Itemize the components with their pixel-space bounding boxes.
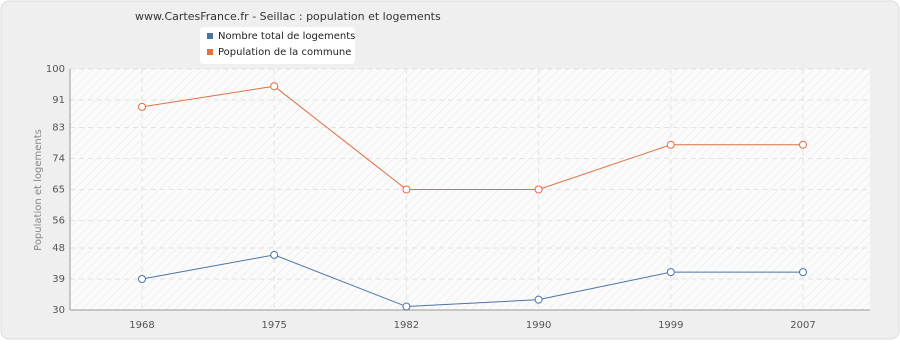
- data-point: [799, 140, 807, 149]
- legend-swatch: [207, 33, 213, 39]
- y-tick-label: 30: [52, 305, 65, 316]
- y-tick-label: 48: [52, 243, 65, 254]
- x-tick-label: 1990: [526, 320, 551, 331]
- legend-label: Population de la commune: [218, 47, 351, 58]
- y-tick-label: 100: [46, 64, 65, 75]
- y-tick-label: 56: [52, 215, 65, 226]
- y-tick-label: 39: [52, 274, 65, 285]
- x-tick-label: 1975: [261, 320, 286, 331]
- data-point: [402, 185, 411, 194]
- data-point: [666, 140, 675, 149]
- y-tick-label: 74: [52, 154, 65, 165]
- y-tick-label: 91: [52, 95, 65, 106]
- series-line: [141, 254, 803, 308]
- data-point: [534, 185, 543, 194]
- legend-label: Nombre total de logements: [218, 31, 355, 42]
- data-point: [402, 302, 411, 311]
- series-line: [141, 85, 803, 190]
- data-point: [799, 268, 807, 277]
- chart-title: www.CartesFrance.fr - Seillac : populati…: [135, 10, 441, 23]
- y-tick-label: 65: [52, 185, 65, 196]
- data-point: [270, 250, 279, 259]
- x-tick-label: 1999: [658, 320, 683, 331]
- data-point: [138, 102, 146, 111]
- data-point: [138, 275, 146, 284]
- legend-swatch: [207, 49, 213, 55]
- x-tick-label: 2007: [790, 320, 815, 331]
- x-tick-label: 1982: [394, 320, 419, 331]
- data-point: [666, 268, 675, 277]
- legend: [200, 27, 355, 64]
- y-tick-label: 83: [52, 123, 65, 134]
- y-axis-label: Population et logements: [33, 129, 44, 251]
- x-tick-label: 1968: [129, 320, 154, 331]
- data-point: [270, 82, 279, 91]
- data-point: [534, 295, 543, 304]
